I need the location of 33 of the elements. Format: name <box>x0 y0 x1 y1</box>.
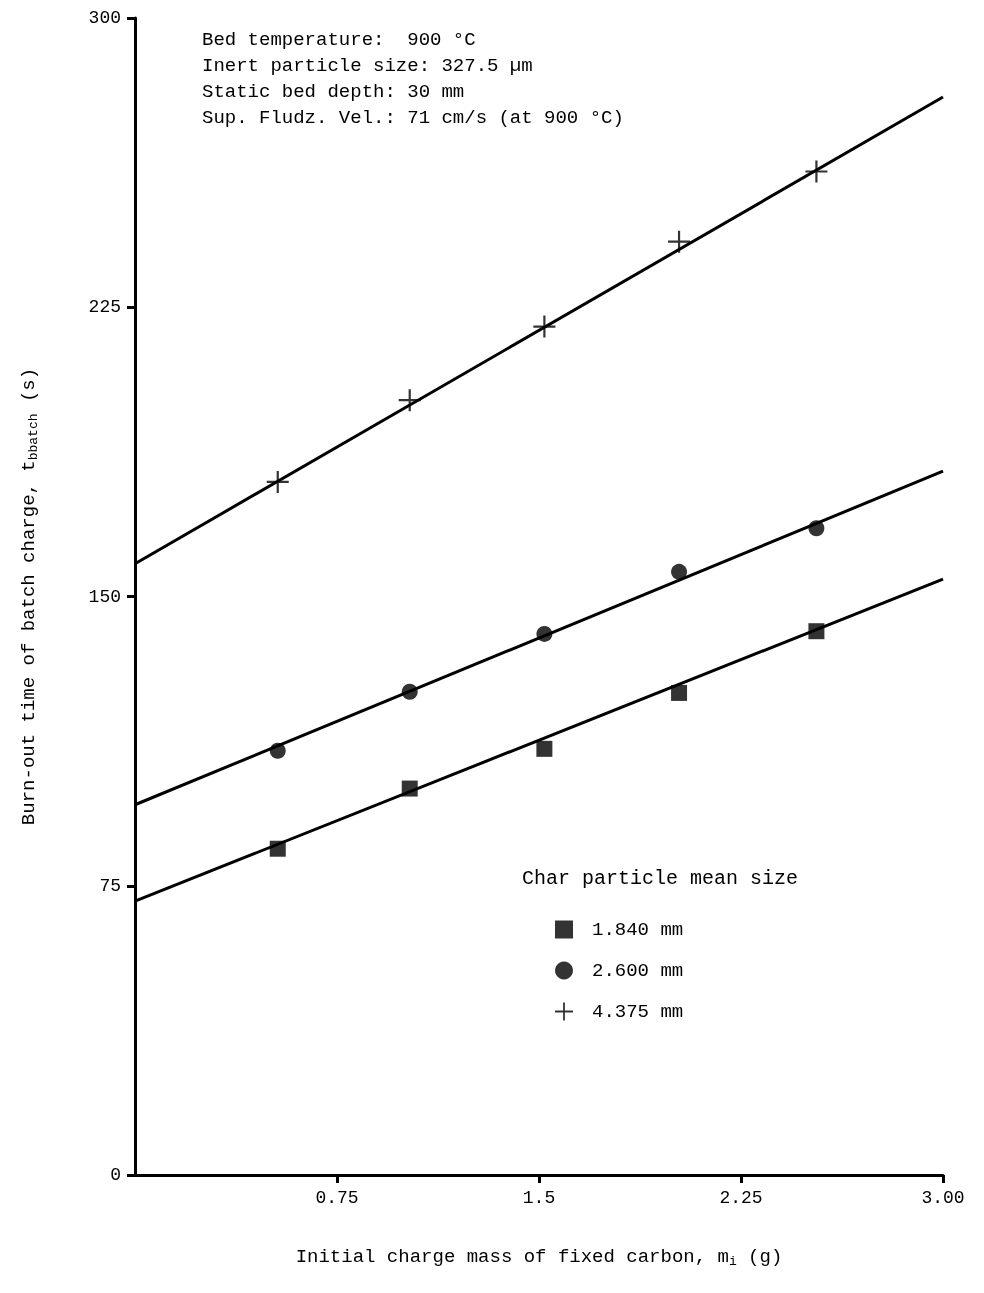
point <box>671 684 688 701</box>
point <box>536 740 553 757</box>
legend-title: Char particle mean size <box>522 866 799 890</box>
x-tick-label: 2.25 <box>719 1188 763 1208</box>
point <box>269 742 286 759</box>
annotation: Sup. Fludz. Vel.: 71 cm/s (at 900 °C) <box>202 106 624 129</box>
annotation: Bed temperature: 900 °C <box>202 28 476 51</box>
y-tick-label: 150 <box>88 586 121 607</box>
annotation: Inert particle size: 327.5 µm <box>202 54 533 77</box>
x-tick-label: 0.75 <box>315 1188 359 1208</box>
y-tick-label: 300 <box>88 8 121 28</box>
legend-label: 2.600 mm <box>592 959 684 982</box>
point <box>269 840 286 857</box>
point <box>401 780 418 797</box>
point <box>808 520 825 537</box>
point <box>808 623 825 640</box>
point <box>266 470 289 493</box>
point <box>668 230 691 253</box>
point <box>401 683 418 700</box>
x-tick-label: 3.00 <box>921 1188 965 1208</box>
point <box>533 315 556 338</box>
x-tick-label: 1.5 <box>522 1188 556 1208</box>
point <box>398 389 421 412</box>
point <box>805 160 828 183</box>
legend-label: 1.840 mm <box>592 918 684 941</box>
y-tick-label: 225 <box>88 297 121 318</box>
point <box>536 625 553 642</box>
y-axis-title: Burn-out time of batch charge, tbbatch (s) <box>17 367 41 826</box>
legend-label: 4.375 mm <box>592 1000 684 1023</box>
annotation: Static bed depth: 30 mm <box>202 80 465 103</box>
y-tick-label: 75 <box>99 875 121 896</box>
y-tick-label: 0 <box>110 1165 121 1185</box>
point <box>671 563 688 580</box>
